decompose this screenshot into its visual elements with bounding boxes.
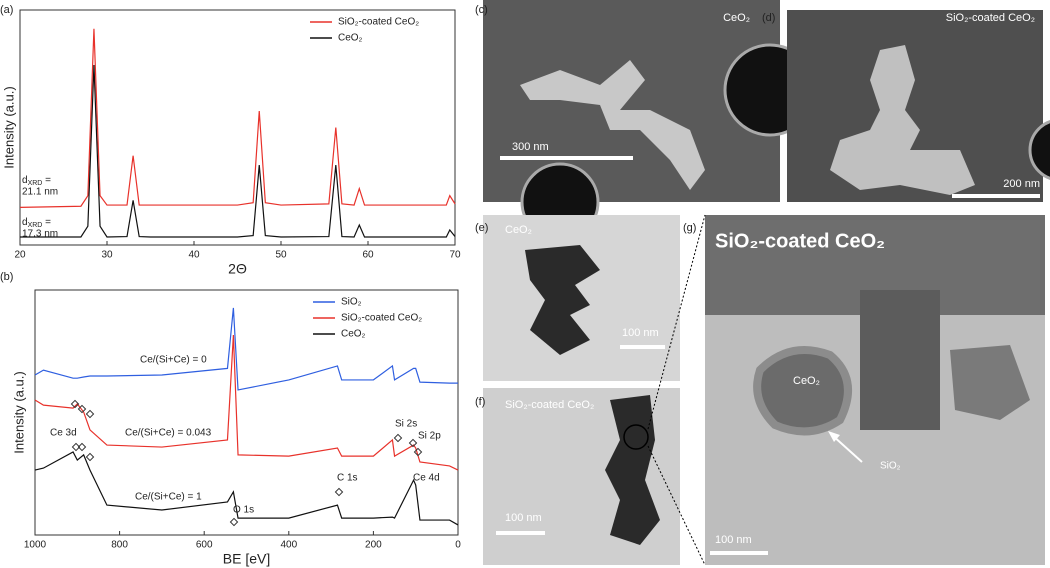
series-line: [34, 307, 458, 391]
shell-label: SiO₂: [880, 461, 901, 472]
peak-marker: [77, 404, 87, 414]
scale-label: 100 nm: [715, 534, 752, 546]
legend-label: SiO₂-coated CeO₂: [341, 313, 422, 324]
peak-marker: [393, 433, 403, 443]
series-line: [19, 28, 456, 208]
x-tick-label: 50: [275, 250, 287, 261]
peak-marker: [85, 452, 95, 462]
panel-c: (c) CeO₂ 300 nm: [475, 0, 817, 242]
particle: [860, 290, 940, 430]
panel-g: (g) SiO₂-coated CeO₂ CeO₂ SiO₂ 100 nm: [647, 214, 1045, 566]
annotation: 21.1 nm: [22, 187, 58, 198]
x-tick-label: 40: [188, 250, 200, 261]
annotation-part: d: [22, 217, 28, 228]
x-tick-label: 600: [196, 540, 213, 551]
x-axis-label: BE [eV]: [223, 551, 270, 567]
zoom-circle: [623, 424, 649, 450]
series-line: [34, 451, 459, 526]
annotation: dXRD =: [22, 175, 51, 187]
core-label: CeO₂: [793, 375, 820, 387]
particle-cluster: [520, 60, 705, 190]
panel-title: SiO₂-coated CeO₂: [946, 12, 1035, 24]
panel-d: (d) SiO₂-coated CeO₂ 200 nm: [762, 10, 1050, 202]
scale-label: 200 nm: [1003, 178, 1040, 190]
particle-cluster: [525, 245, 600, 355]
series-line: [34, 335, 459, 471]
x-tick-label: 0: [455, 540, 461, 551]
panel-e: (e) CeO₂ 100 nm: [475, 215, 680, 381]
panel-label: (a): [0, 4, 13, 16]
panel-label: (f): [475, 396, 485, 408]
annotation-part: =: [42, 175, 51, 186]
panel-title: CeO₂: [505, 224, 532, 236]
particle-cluster: [830, 45, 975, 195]
annotation: O 1s: [233, 505, 254, 516]
x-tick-label: 800: [111, 540, 128, 551]
annotation: Ce/(Si+Ce) = 0.043: [125, 428, 212, 439]
scale-label: 300 nm: [512, 141, 549, 153]
annotation: dXRD =: [22, 217, 51, 229]
plot-frame: [19, 9, 456, 246]
panel-label: (g): [683, 222, 696, 234]
panel-title: CeO₂: [723, 12, 750, 24]
annotation: Ce 3d: [50, 428, 77, 439]
panel-label: (d): [762, 12, 775, 24]
panel-label: (e): [475, 222, 488, 234]
legend-label: CeO₂: [338, 33, 363, 44]
peak-marker: [71, 442, 81, 452]
peak-marker: [85, 409, 95, 419]
annotation-sub: XRD: [28, 180, 43, 187]
panel-title: SiO₂-coated CeO₂: [715, 230, 885, 252]
peak-marker: [408, 438, 418, 448]
panel-title: SiO₂-coated CeO₂: [505, 399, 594, 411]
annotation-part: =: [42, 217, 51, 228]
peak-marker: [334, 487, 344, 497]
legend-label: SiO₂: [341, 297, 362, 308]
particle-core: [753, 346, 852, 436]
annotation: C 1s: [337, 473, 358, 484]
x-tick-label: 1000: [24, 540, 47, 551]
annotation: Ce/(Si+Ce) = 1: [135, 492, 202, 503]
particle: [950, 345, 1030, 420]
plot-frame: [34, 289, 459, 536]
zoom-line: [647, 214, 706, 430]
x-tick-label: 400: [280, 540, 297, 551]
particle-cluster: [605, 395, 660, 545]
annotation: 17.3 nm: [22, 229, 58, 240]
legend-label: SiO₂-coated CeO₂: [338, 17, 419, 28]
arrow: [831, 434, 863, 463]
peak-marker: [70, 399, 80, 409]
annotation: Ce/(Si+Ce) = 0: [140, 355, 207, 366]
panel-label: (b): [0, 271, 13, 283]
x-tick-label: 30: [101, 250, 113, 261]
peak-marker: [77, 442, 87, 452]
annotation-sub: XRD: [28, 222, 43, 229]
x-tick-label: 200: [365, 540, 382, 551]
annotation: Si 2p: [418, 431, 441, 442]
y-axis-label: Intensity (a.u.): [11, 371, 26, 453]
panel-label: (c): [475, 4, 488, 16]
peak-marker: [413, 447, 423, 457]
scale-label: 100 nm: [505, 512, 542, 524]
x-axis-label: 2Θ: [228, 261, 247, 277]
annotation-part: d: [22, 175, 28, 186]
annotation: Si 2s: [395, 419, 417, 430]
panel-f: (f) SiO₂-coated CeO₂ 100 nm: [475, 388, 680, 565]
annotation: Ce 4d: [413, 473, 440, 484]
peak-marker: [229, 517, 239, 527]
x-tick-label: 70: [449, 250, 461, 261]
y-axis-label: Intensity (a.u.): [1, 86, 16, 168]
hole: [1028, 120, 1050, 180]
zoom-line: [647, 445, 706, 566]
legend-label: CeO₂: [341, 329, 366, 340]
x-tick-label: 20: [14, 250, 26, 261]
arrowhead: [828, 431, 840, 442]
series-line: [20, 64, 456, 238]
scale-label: 100 nm: [622, 327, 659, 339]
x-tick-label: 60: [362, 250, 374, 261]
